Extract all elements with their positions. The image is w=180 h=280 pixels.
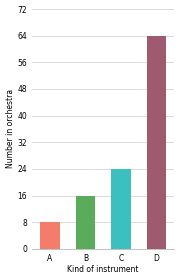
- Bar: [147, 36, 166, 249]
- X-axis label: Kind of instrument: Kind of instrument: [68, 265, 139, 274]
- Bar: [76, 195, 95, 249]
- Bar: [111, 169, 131, 249]
- Bar: [40, 222, 60, 249]
- Y-axis label: Number in orchestra: Number in orchestra: [6, 89, 15, 169]
